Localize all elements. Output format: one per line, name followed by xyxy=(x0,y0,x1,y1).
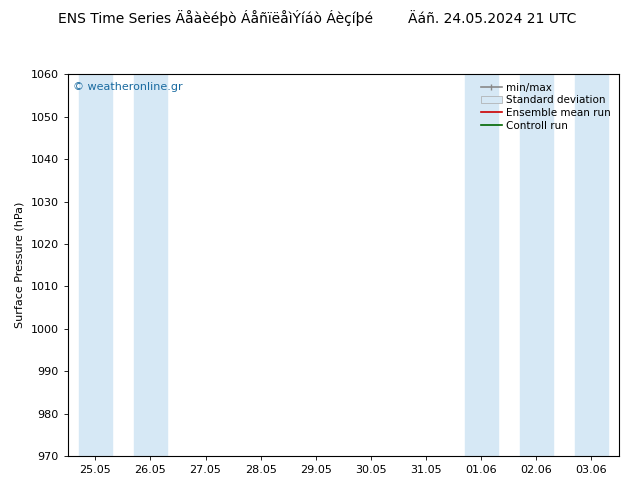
Text: ENS Time Series Äåàèéþò ÁåñïëåìÝíáò Áèçíþé        Äáñ. 24.05.2024 21 UTC: ENS Time Series Äåàèéþò ÁåñïëåìÝíáò Áèçí… xyxy=(58,10,576,26)
Legend: min/max, Standard deviation, Ensemble mean run, Controll run: min/max, Standard deviation, Ensemble me… xyxy=(478,80,614,134)
Bar xyxy=(465,74,498,456)
Bar xyxy=(575,74,608,456)
Y-axis label: Surface Pressure (hPa): Surface Pressure (hPa) xyxy=(15,202,25,328)
Bar xyxy=(134,74,167,456)
Bar xyxy=(79,74,112,456)
Bar xyxy=(520,74,553,456)
Text: © weatheronline.gr: © weatheronline.gr xyxy=(73,82,183,92)
